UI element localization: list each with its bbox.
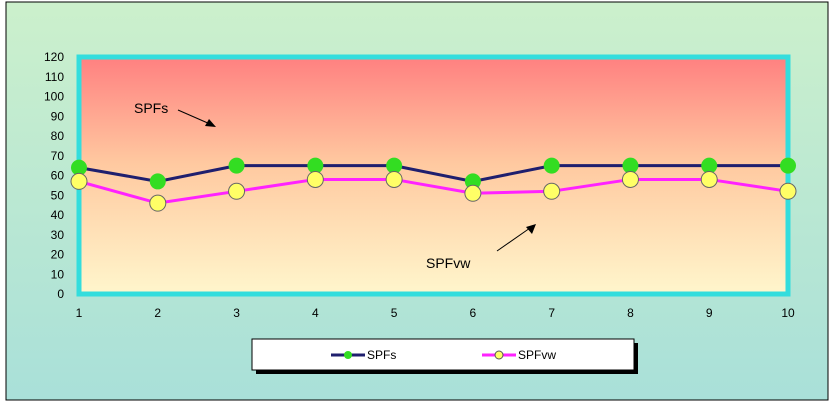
series-spfs-point bbox=[149, 173, 166, 190]
annotation-spfs-label: SPFs bbox=[134, 100, 168, 116]
legend-box bbox=[251, 338, 635, 371]
series-spfvw-point bbox=[621, 170, 639, 188]
series-spfs-line bbox=[78, 164, 788, 183]
annotation-spfvw-label: SPFvw bbox=[426, 255, 471, 271]
y-tick-label: 40 bbox=[51, 208, 65, 222]
legend: SPFs SPFvw bbox=[251, 338, 638, 374]
y-tick-label: 120 bbox=[44, 50, 64, 64]
annotation-spfvw: SPFvw bbox=[426, 224, 536, 271]
series-spfvw-point bbox=[149, 194, 167, 212]
series-spfs-point bbox=[307, 157, 324, 174]
y-tick-label: 70 bbox=[51, 149, 65, 163]
legend-swatch-spfs-marker bbox=[344, 351, 352, 359]
series-spfs-point bbox=[543, 157, 560, 174]
series-spfs-point bbox=[71, 159, 87, 176]
x-tick-label: 3 bbox=[233, 306, 240, 320]
series-spfs-point bbox=[386, 157, 403, 174]
x-axis: 1 2 3 4 5 6 7 8 9 10 bbox=[76, 306, 795, 320]
annotation-spfs-arrowhead bbox=[205, 119, 216, 127]
legend-label-spfvw: SPFvw bbox=[518, 348, 556, 362]
y-axis: 0 10 20 30 40 50 60 70 80 90 100 110 120 bbox=[44, 50, 64, 301]
series-spfvw-point bbox=[385, 170, 403, 188]
y-tick-label: 0 bbox=[57, 287, 64, 301]
y-tick-label: 100 bbox=[44, 90, 64, 104]
series-spfvw-point bbox=[306, 170, 324, 188]
series-spfs-point bbox=[780, 157, 796, 174]
y-tick-label: 30 bbox=[51, 228, 65, 242]
x-tick-label: 8 bbox=[627, 306, 634, 320]
series-spfvw-point bbox=[543, 182, 561, 200]
y-tick-label: 20 bbox=[51, 248, 65, 262]
legend-label-spfs: SPFs bbox=[367, 348, 396, 362]
y-tick-label: 10 bbox=[51, 267, 65, 281]
x-tick-label: 9 bbox=[706, 306, 713, 320]
series-spfvw-point bbox=[70, 172, 88, 190]
x-tick-label: 1 bbox=[76, 306, 83, 320]
series-spfs-point bbox=[701, 157, 718, 174]
series-layer bbox=[70, 157, 797, 212]
annotation-spfvw-arrow bbox=[496, 227, 531, 252]
annotation-spfvw-arrowhead bbox=[526, 224, 536, 234]
series-spfvw-line bbox=[78, 177, 789, 205]
x-tick-label: 2 bbox=[154, 306, 161, 320]
y-tick-label: 50 bbox=[51, 188, 65, 202]
x-tick-label: 10 bbox=[781, 306, 795, 320]
series-spfvw-point bbox=[700, 170, 718, 188]
series-spfs-point bbox=[464, 173, 481, 190]
series-spfvw-point bbox=[228, 182, 246, 200]
series-spfvw-point bbox=[464, 184, 482, 202]
y-tick-label: 90 bbox=[51, 109, 65, 123]
series-spfs-point bbox=[622, 157, 639, 174]
plot-area bbox=[79, 57, 788, 294]
annotation-spfs: SPFs bbox=[134, 100, 216, 127]
x-tick-label: 7 bbox=[548, 306, 555, 320]
y-tick-label: 80 bbox=[51, 129, 65, 143]
legend-swatch-spfvw-marker bbox=[494, 350, 504, 360]
x-tick-label: 5 bbox=[391, 306, 398, 320]
x-tick-label: 4 bbox=[312, 306, 319, 320]
y-tick-label: 60 bbox=[51, 169, 65, 183]
series-spfvw-point bbox=[779, 182, 797, 200]
y-tick-label: 110 bbox=[45, 70, 64, 84]
series-spfs-point bbox=[228, 157, 245, 174]
annotation-spfs-arrow bbox=[177, 109, 211, 125]
x-tick-label: 6 bbox=[470, 306, 477, 320]
